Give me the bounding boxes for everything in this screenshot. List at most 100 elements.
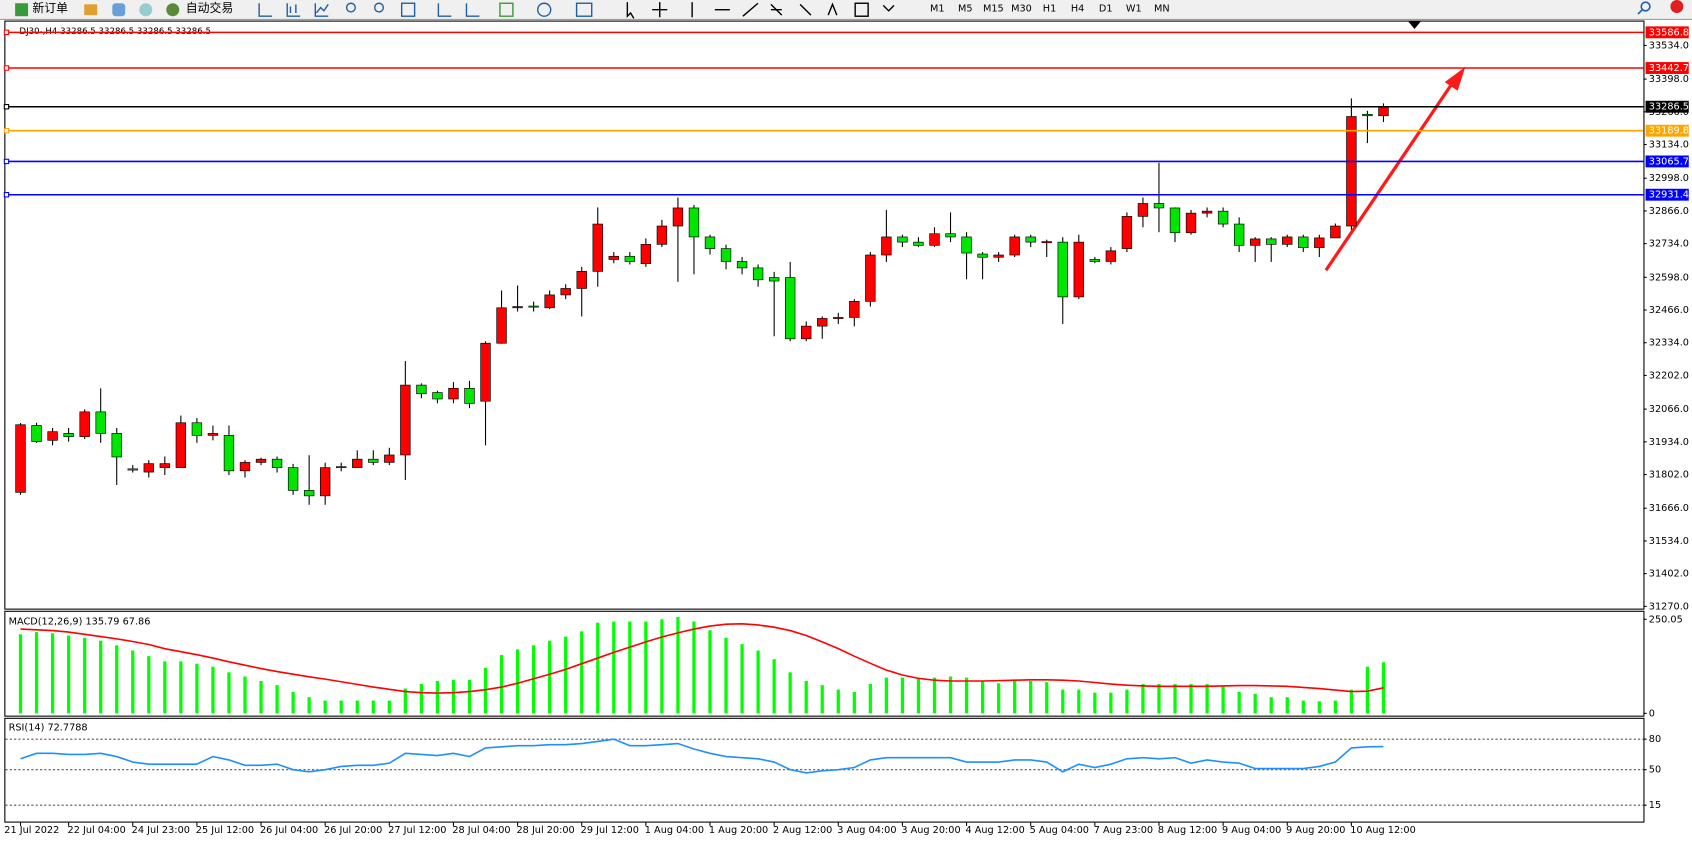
macd-bar (371, 700, 375, 714)
x-tick-label: 28 Jul 04:00 (452, 825, 510, 836)
cursor-icon[interactable] (626, 2, 635, 19)
timeframe-button[interactable]: M1 (930, 4, 945, 15)
candle-body (977, 253, 988, 258)
scroll-icon[interactable] (437, 3, 452, 17)
auto-trading-button[interactable]: 自动交易 (186, 1, 233, 15)
timeframe-button[interactable]: MN (1154, 4, 1170, 15)
templates-icon[interactable] (575, 2, 593, 17)
new-order-icon[interactable] (15, 3, 29, 17)
timeframe-button[interactable]: M15 (983, 4, 1004, 15)
notification-badge[interactable] (1670, 0, 1684, 13)
macd-bar (740, 644, 744, 714)
macd-bar (387, 700, 391, 714)
candle-body (688, 207, 700, 238)
y-tick-label: 31402.0 (1649, 569, 1689, 580)
level-label: 33442.7 (1649, 63, 1689, 74)
timeframe-button[interactable]: H1 (1043, 4, 1056, 15)
search-icon[interactable] (1640, 1, 1651, 12)
line-icon[interactable] (314, 3, 329, 17)
tool-icon[interactable] (112, 3, 126, 17)
macd-bar (291, 691, 295, 714)
level-label: 33065.7 (1649, 156, 1689, 167)
macd-bar (99, 640, 103, 714)
candle-body (1217, 210, 1229, 225)
candle-body (592, 223, 603, 272)
timeframe-button[interactable]: M30 (1011, 4, 1032, 15)
y-tick-label: 32598.0 (1649, 272, 1689, 283)
rsi-title: RSI(14) 72.7788 (9, 722, 88, 733)
macd-bar (163, 661, 167, 714)
macd-bar (1269, 697, 1273, 714)
candle-body (111, 433, 122, 458)
candle-body (1330, 225, 1341, 239)
macd-bar (1253, 693, 1257, 714)
timeframe-button[interactable]: H4 (1071, 4, 1084, 15)
y-tick-label: 80 (1649, 734, 1661, 745)
candle-body (849, 301, 860, 318)
macd-bar (1189, 684, 1193, 714)
macd-bar (628, 621, 632, 714)
shift-icon[interactable] (465, 3, 480, 17)
macd-bar (83, 637, 87, 714)
crosshair-icon[interactable] (652, 2, 668, 18)
candle-body (945, 233, 956, 238)
x-tick-label: 21 Jul 2022 (4, 825, 59, 836)
arrows-icon[interactable] (882, 4, 895, 12)
new-order-button[interactable]: 新订单 (32, 1, 68, 15)
candle-body (239, 462, 251, 472)
macd-bar (1125, 689, 1129, 714)
y-tick-label: 31802.0 (1649, 470, 1689, 481)
candle-body (1009, 236, 1020, 256)
bar-chart-icon[interactable] (258, 3, 273, 17)
macd-bar (1061, 689, 1065, 714)
x-tick-label: 3 Aug 04:00 (837, 825, 896, 836)
tile-icon[interactable] (400, 2, 416, 17)
candle-body (672, 207, 684, 227)
label-icon[interactable] (854, 2, 869, 17)
macd-bar (788, 672, 792, 714)
x-tick-label: 24 Jul 23:00 (132, 825, 190, 836)
candle-body (1089, 259, 1101, 262)
candle-body (1025, 236, 1036, 243)
candle-body (480, 342, 491, 402)
y-tick-label: 15 (1649, 800, 1661, 811)
candle-body (1201, 210, 1213, 214)
level-label-bg (1645, 62, 1689, 74)
top-right-icons (1637, 1, 1651, 15)
macd-bar (18, 634, 23, 714)
y-tick-label: 250.05 (1649, 614, 1683, 625)
text-icon[interactable] (827, 2, 838, 16)
indicators-icon[interactable] (499, 2, 514, 17)
zoom-out-icon[interactable] (373, 2, 385, 13)
candle-body (352, 458, 363, 468)
trendline-icon[interactable] (742, 2, 759, 17)
auto-trading-icon[interactable] (166, 3, 180, 17)
tool-icon[interactable] (84, 4, 98, 16)
macd-bar (756, 650, 760, 714)
macd-panel-border (4, 610, 1645, 717)
periods-icon[interactable] (537, 2, 552, 17)
zoom-in-icon[interactable] (345, 2, 356, 13)
macd-bar (195, 663, 199, 714)
macd-bar (451, 679, 456, 714)
y-tick-label: 32202.0 (1649, 370, 1689, 381)
channel-icon[interactable] (770, 3, 783, 16)
y-tick-label: 32066.0 (1649, 404, 1689, 415)
timeframe-button[interactable]: W1 (1126, 4, 1142, 15)
timeframe-button[interactable]: M5 (958, 4, 973, 15)
candle-body (1041, 241, 1052, 244)
x-tick-label: 1 Aug 04:00 (645, 825, 704, 836)
x-tick-label: 2 Aug 12:00 (773, 825, 832, 836)
timeframe-button[interactable]: D1 (1099, 4, 1113, 15)
y-tick-label: 33398.0 (1649, 74, 1689, 85)
candle-body (1137, 203, 1149, 217)
fibo-icon[interactable] (799, 3, 812, 16)
candle-icon[interactable] (286, 3, 301, 17)
macd-bar (499, 655, 504, 714)
candle-body (464, 387, 475, 404)
y-tick-label: 31534.0 (1649, 536, 1689, 547)
candle-body (752, 267, 764, 281)
macd-bar (964, 677, 969, 714)
tool-icon[interactable] (139, 3, 153, 17)
candle-body (175, 422, 187, 468)
